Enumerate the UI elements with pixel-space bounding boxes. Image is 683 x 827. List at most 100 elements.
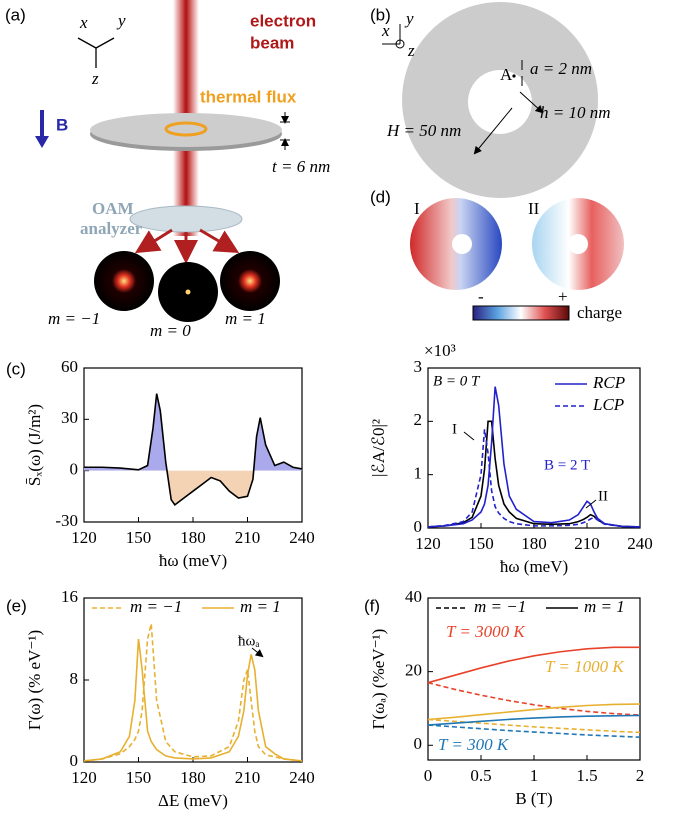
y-tick-label: 2 [414, 410, 423, 429]
colorbar-label: charge [577, 303, 622, 322]
panel-a: (a) x y z electron beam thermal flux B t… [5, 0, 330, 340]
dimension-label: a = 2 nm [530, 59, 592, 78]
oam-pattern [94, 251, 154, 311]
mode-label: m = 0 [150, 321, 191, 340]
y-tick-label: 0 [414, 734, 423, 753]
beam-label: beam [250, 33, 294, 52]
hole [452, 234, 472, 254]
thickness-label: t = 6 nm [272, 157, 330, 176]
dimension-label: H = 50 nm [386, 121, 461, 140]
annotation: B = 2 T [544, 457, 590, 473]
x-axis-label: B (T) [515, 789, 552, 808]
x-tick-label: 180 [180, 528, 206, 547]
x-tick-label: 150 [126, 528, 152, 547]
field-arrowhead [35, 136, 49, 148]
y-axis-label: |ℰA/ℰ0|² [369, 419, 388, 477]
point [512, 74, 515, 77]
legend-label: RCP [592, 373, 625, 392]
annotation: II [598, 488, 608, 504]
x-tick-label: 180 [521, 534, 547, 553]
mode-arrows [140, 230, 234, 258]
field-label: B [56, 115, 68, 134]
chart: 00.511.5202040B (T)Γ(ωₐ) (%eV⁻¹)(f)T = 3… [364, 587, 644, 808]
x-tick-label: 150 [468, 534, 494, 553]
colorbar [473, 306, 569, 320]
series-line [428, 429, 640, 527]
y-tick-label: 30 [61, 408, 78, 427]
panel-label: (a) [5, 5, 26, 24]
annotation: I [452, 421, 457, 437]
analyzer-label: analyzer [80, 219, 143, 238]
legend-label: m = −1 [130, 597, 182, 616]
series-label: B = 0 T [433, 373, 481, 389]
annulus [402, 2, 598, 198]
x-tick-label: 1 [530, 766, 539, 785]
x-tick-label: 120 [71, 528, 97, 547]
y-axis-label: Γ(ω) (% eV⁻¹) [25, 630, 44, 730]
y-tick-label: 40 [405, 587, 422, 606]
plot-frame [84, 598, 302, 762]
x-tick-label: 240 [289, 768, 315, 787]
series-line [84, 639, 302, 761]
series-label: T = 300 K [438, 735, 510, 754]
x-tick-label: 150 [126, 768, 152, 787]
axis-name: y [116, 11, 126, 30]
panel-label: (c) [6, 359, 26, 378]
dimension-label: h = 10 nm [540, 103, 611, 122]
colorbar-max: + [558, 287, 568, 306]
x-tick-label: 120 [71, 768, 97, 787]
beam-label: electron [250, 11, 316, 30]
legend-label: m = 1 [584, 597, 625, 616]
axes-icon [78, 38, 114, 68]
legend-label: m = 1 [240, 597, 281, 616]
axis-multiplier: ×10³ [424, 341, 456, 360]
annotation: ħωₐ [238, 633, 259, 649]
y-tick-label: 0 [414, 517, 423, 536]
y-axis-label: Γ(ωₐ) (%eV⁻¹) [369, 629, 388, 730]
negative-area [84, 394, 302, 505]
panel-d: (d) I II - + charge [370, 187, 624, 321]
axis-name: y [404, 9, 414, 28]
x-tick-label: 2 [636, 766, 645, 785]
x-axis-label: ΔE (meV) [158, 791, 228, 810]
series-line [84, 624, 302, 761]
y-tick-label: 16 [61, 587, 78, 606]
oam-spot [186, 290, 191, 295]
analyzer [130, 206, 242, 232]
y-tick-label: 60 [61, 357, 78, 376]
y-tick-label: 0 [70, 751, 79, 770]
oam-pattern [220, 251, 280, 311]
plot-frame [84, 368, 302, 522]
x-tick-label: 240 [627, 534, 653, 553]
map-label: I [414, 199, 420, 218]
hole [568, 234, 588, 254]
mode-label: m = 1 [225, 309, 266, 328]
page: {"panel_a":{"label":"(a)","axes":["x","y… [0, 0, 683, 827]
y-tick-label: 0 [70, 460, 79, 479]
x-tick-label: 0.5 [470, 766, 491, 785]
plot-frame [428, 368, 640, 528]
legend-label: LCP [592, 395, 624, 414]
point-label: A [500, 65, 513, 84]
axis-name: x [381, 21, 390, 40]
x-tick-label: 120 [415, 534, 441, 553]
panel-label: (d) [370, 187, 391, 206]
figure: (a) x y z electron beam thermal flux B t… [0, 0, 683, 827]
panel-b: (b) y x z A a = 2 nm h = 10 nm H = 50 nm [370, 2, 611, 198]
y-tick-label: 8 [70, 669, 79, 688]
axis-name: x [79, 13, 88, 32]
x-tick-label: 0 [424, 766, 433, 785]
series-line [428, 704, 640, 719]
y-axis-label: S̄ₓ(ω) (J/m²) [25, 404, 44, 486]
y-tick-label: 3 [414, 357, 423, 376]
x-tick-label: 1.5 [576, 766, 597, 785]
x-tick-label: 180 [180, 768, 206, 787]
axis-name: z [407, 41, 415, 60]
series-label: T = 1000 K [545, 657, 625, 676]
y-tick-label: 20 [405, 661, 422, 680]
map-label: II [528, 199, 540, 218]
panel-label: (e) [6, 596, 27, 615]
